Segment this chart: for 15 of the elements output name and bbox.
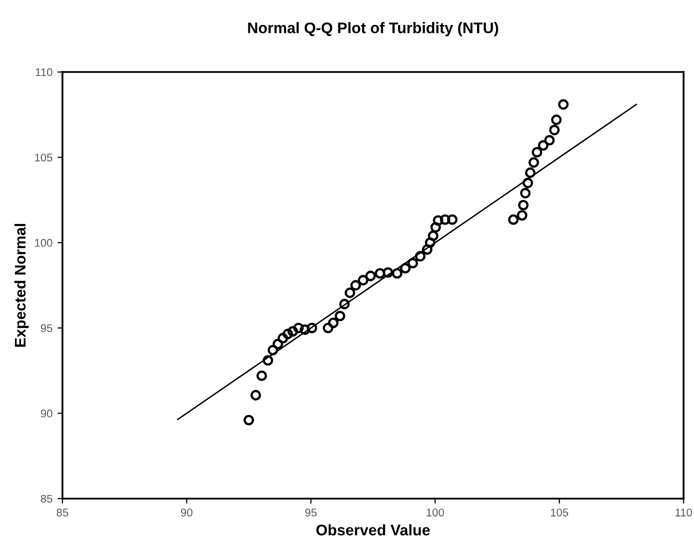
y-tick-label: 110 [36, 68, 52, 76]
x-tick-label: 95 [305, 508, 317, 516]
y-tick-label: 100 [35, 238, 52, 247]
x-axis-title: Observed Value [316, 524, 430, 536]
y-tick-label: 90 [40, 410, 52, 418]
x-tick-label: 85 [56, 508, 68, 516]
y-tick-label: 105 [35, 154, 52, 162]
x-tick-label: 100 [426, 508, 444, 516]
y-tick-label: 85 [40, 494, 52, 503]
x-tick-label: 110 [676, 508, 692, 516]
chart-title: Normal Q-Q Plot of Turbidity (NTU) [248, 22, 498, 36]
x-tick-label: 90 [181, 508, 192, 516]
y-tick-label: 95 [40, 324, 52, 332]
y-axis-title: Expected Normal [14, 224, 29, 347]
x-tick-label: 105 [550, 508, 568, 516]
